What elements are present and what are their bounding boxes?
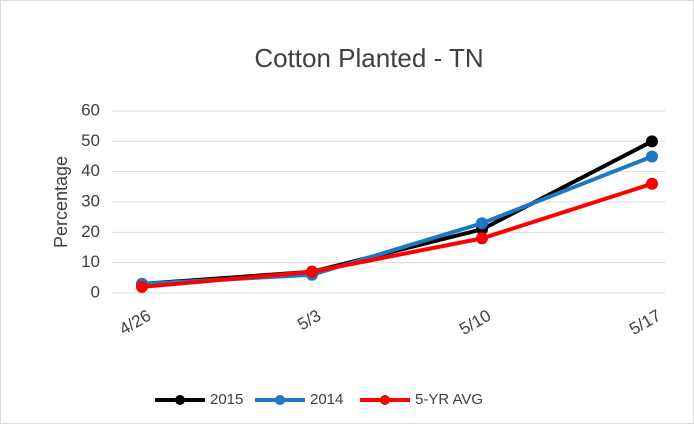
legend-marker bbox=[175, 395, 185, 405]
legend-label: 2015 bbox=[210, 391, 243, 408]
y-tick-label: 20 bbox=[81, 222, 100, 241]
legend-label: 2014 bbox=[310, 391, 343, 408]
legend-marker bbox=[275, 395, 285, 405]
chart-title: Cotton Planted - TN bbox=[254, 43, 483, 73]
point bbox=[306, 265, 318, 278]
y-tick-label: 40 bbox=[81, 161, 100, 180]
point bbox=[476, 217, 488, 230]
point bbox=[646, 177, 658, 190]
y-tick-label: 30 bbox=[81, 191, 100, 210]
legend-marker bbox=[380, 395, 390, 405]
series-line bbox=[141, 181, 653, 289]
y-tick-label: 50 bbox=[81, 131, 100, 150]
point bbox=[476, 232, 488, 245]
y-axis-label: Percentage bbox=[51, 156, 71, 248]
y-tick-label: 10 bbox=[81, 252, 100, 271]
y-tick-label: 0 bbox=[91, 282, 100, 301]
point bbox=[136, 280, 148, 293]
y-tick-label: 60 bbox=[81, 100, 100, 119]
point bbox=[646, 150, 658, 163]
point bbox=[646, 135, 658, 148]
legend-label: 5-YR AVG bbox=[415, 391, 483, 408]
